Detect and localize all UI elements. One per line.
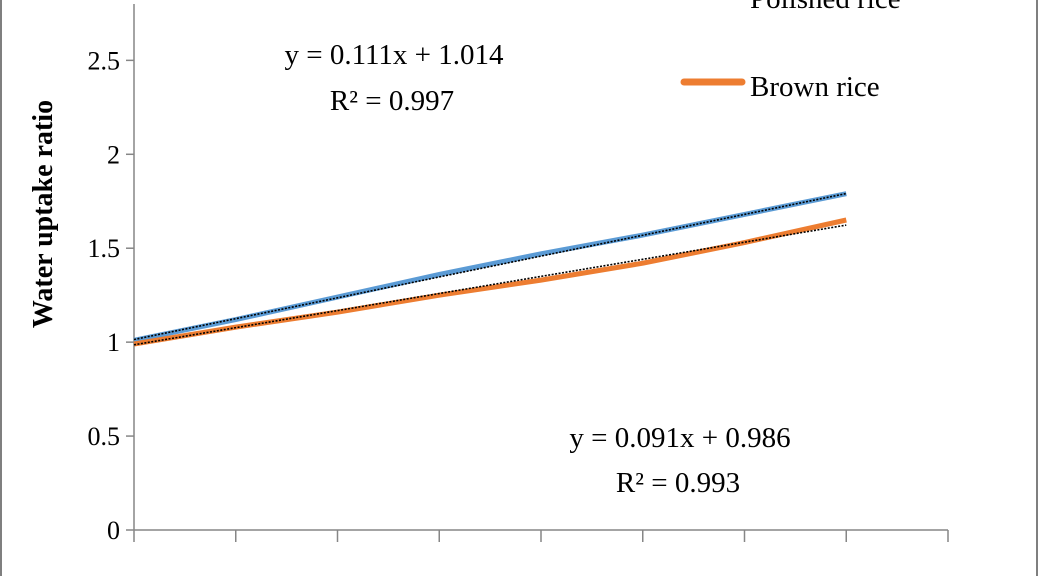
trendline-layer: [133, 192, 847, 346]
annotation-brown-equation: y = 0.091x + 0.986: [569, 422, 790, 454]
y-tick-label: 1: [107, 328, 120, 357]
series-line-brown-rice: [133, 217, 847, 347]
trendline-0: [133, 192, 847, 341]
annotation-polished-equation: y = 0.111x + 1.014: [284, 39, 504, 71]
annotation-polished-r2: R² = 0.997: [330, 85, 454, 117]
axes: 0 0.5 1 1.5 2 2.5: [88, 4, 949, 545]
y-tick-label: 0.5: [88, 422, 121, 451]
annotation-brown-r2: R² = 0.993: [616, 467, 740, 499]
legend: Polished rice Brown rice: [680, 0, 901, 103]
legend-label-polished-rice: Polished rice: [750, 0, 901, 15]
y-tick-label: 2: [107, 140, 120, 169]
trendline-1: [133, 224, 847, 346]
y-tick-label: 1.5: [88, 234, 121, 263]
y-axis-label: Water uptake ratio: [28, 100, 59, 328]
legend-label-brown-rice: Brown rice: [750, 71, 880, 103]
y-tick-label: 2.5: [88, 46, 121, 75]
y-tick-label: 0: [107, 516, 120, 545]
